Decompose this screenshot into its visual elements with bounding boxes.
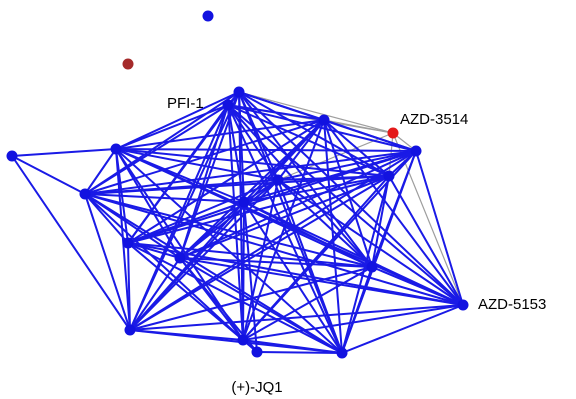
graph-node-azd-5153: [457, 299, 469, 311]
graph-edge: [115, 91, 240, 150]
graph-node: [366, 261, 378, 273]
graph-edge: [179, 104, 229, 259]
graph-edge: [277, 175, 390, 181]
graph-edge: [84, 193, 129, 244]
node-layer: [6, 10, 469, 359]
graph-edge: [179, 257, 343, 354]
graph-edge: [179, 257, 464, 306]
node-label: AZD-5153: [478, 296, 546, 313]
graph-node: [237, 334, 249, 346]
graph-edge: [323, 119, 390, 177]
graph-edge: [84, 175, 390, 195]
graph-edge: [227, 104, 464, 306]
graph-edge: [127, 91, 240, 244]
graph-edge: [115, 148, 131, 331]
graph-edge: [127, 119, 325, 244]
graph-edge: [84, 193, 131, 331]
graph-edge: [415, 150, 464, 306]
graph-edge: [238, 91, 394, 134]
graph-edge: [371, 175, 390, 268]
graph-edge: [179, 119, 325, 259]
graph-edge: [242, 201, 245, 341]
graph-edge: [323, 119, 417, 152]
label-layer: AZD-3514 AZD-5153 PFI-1 (+)-JQ1: [167, 95, 546, 396]
graph-node: [336, 347, 348, 359]
graph-edge: [277, 150, 417, 181]
graph-node: [233, 86, 245, 98]
graph-edge: [242, 175, 390, 341]
graph-edge: [127, 242, 343, 354]
graph-edge: [115, 148, 181, 259]
graph-edge: [129, 266, 373, 331]
graph-node: [122, 237, 134, 249]
graph-edge: [127, 201, 245, 244]
graph-node: [6, 150, 18, 162]
graph-edge: [341, 266, 373, 354]
graph-edge: [127, 242, 373, 268]
graph-edge: [129, 257, 181, 331]
graph-edge: [127, 242, 464, 306]
graph-edge: [179, 257, 373, 268]
graph-node: [202, 10, 214, 22]
graph-edge: [11, 155, 86, 195]
graph-node: [122, 58, 134, 70]
graph-edge: [84, 193, 244, 341]
graph-node-jq1: [251, 346, 263, 358]
edge-layer: [11, 91, 464, 354]
graph-edge: [115, 148, 464, 306]
graph-edge: [242, 304, 464, 341]
graph-edge: [115, 148, 417, 152]
graph-edge: [242, 266, 373, 341]
graph-edge: [242, 339, 343, 354]
graph-edge: [277, 179, 373, 268]
graph-node-azd-3514: [387, 127, 399, 139]
node-label: (+)-JQ1: [231, 379, 282, 396]
graph-edge: [127, 175, 390, 244]
graph-edge: [84, 148, 117, 195]
graph-edge: [277, 179, 343, 354]
graph-edge: [115, 119, 325, 150]
graph-node: [174, 252, 186, 264]
graph-node: [79, 188, 91, 200]
graph-edge: [11, 155, 131, 331]
graph-edge: [243, 175, 390, 203]
graph-edge: [256, 351, 343, 354]
graph-node-pfi-1: [222, 99, 234, 111]
graph-node: [124, 324, 136, 336]
graph-edge: [227, 104, 343, 354]
graph-edge: [127, 179, 279, 244]
graph-edge: [388, 175, 464, 306]
graph-edge: [127, 242, 131, 331]
node-label: AZD-3514: [400, 111, 468, 128]
graph-edge: [129, 304, 464, 331]
graph-node: [238, 196, 250, 208]
graph-edge: [84, 193, 343, 354]
graph-node: [110, 143, 122, 155]
node-label: PFI-1: [167, 95, 204, 112]
graph-node: [383, 170, 395, 182]
graph-edge: [243, 201, 258, 353]
graph-edge: [115, 148, 279, 181]
graph-node: [410, 145, 422, 157]
graph-edge: [179, 175, 390, 259]
graph-edge: [238, 91, 343, 354]
graph-edge: [129, 175, 390, 331]
graph-edge: [115, 148, 390, 177]
graph-node: [318, 114, 330, 126]
graph-edge: [323, 119, 394, 134]
graph-edge: [129, 179, 279, 331]
graph-edge: [84, 193, 245, 203]
graph-edge: [341, 304, 464, 354]
graph-node: [272, 174, 284, 186]
graph-edge: [115, 148, 343, 354]
graph-edge: [179, 91, 240, 259]
graph-edge: [11, 148, 117, 157]
graph-edge: [371, 266, 464, 306]
